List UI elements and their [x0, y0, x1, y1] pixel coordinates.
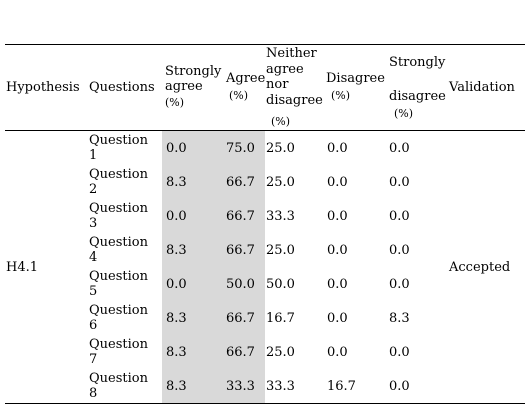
question-label: Question — [89, 269, 148, 284]
question-label: Question — [89, 371, 148, 386]
cell-strongly-disagree: 0.0 — [389, 141, 410, 156]
shaded-column-strongly-agree — [162, 131, 225, 403]
cell-neither: 33.3 — [266, 379, 295, 394]
question-label: Question — [89, 337, 148, 352]
cell-disagree: 0.0 — [327, 311, 348, 326]
header-neither-2: agree — [266, 62, 304, 77]
cell-strongly-agree: 0.0 — [166, 141, 187, 156]
cell-neither: 50.0 — [266, 277, 295, 292]
cell-strongly-agree: 8.3 — [166, 175, 187, 190]
question-label: Question — [89, 133, 148, 148]
question-number: 6 — [89, 318, 98, 333]
validation-cell: Accepted — [449, 260, 511, 275]
question-number: 3 — [89, 216, 98, 231]
header-validation: Validation — [449, 80, 515, 95]
cell-agree: 66.7 — [226, 243, 255, 258]
question-number: 5 — [89, 284, 98, 299]
cell-neither: 25.0 — [266, 141, 295, 156]
header-strongly-disagree-1: Strongly — [389, 55, 446, 70]
top-rule — [5, 44, 525, 45]
cell-agree: 66.7 — [226, 311, 255, 326]
cell-strongly-agree: 0.0 — [166, 277, 187, 292]
cell-neither: 25.0 — [266, 175, 295, 190]
cell-strongly-disagree: 8.3 — [389, 311, 410, 326]
header-disagree-unit: (%) — [331, 89, 351, 102]
cell-strongly-disagree: 0.0 — [389, 345, 410, 360]
header-strongly-disagree-2: disagree — [389, 89, 446, 104]
header-strongly-agree-unit: (%) — [165, 96, 185, 109]
cell-neither: 25.0 — [266, 345, 295, 360]
cell-strongly-disagree: 0.0 — [389, 209, 410, 224]
cell-disagree: 0.0 — [327, 209, 348, 224]
header-hypothesis: Hypothesis — [6, 80, 80, 95]
cell-neither: 33.3 — [266, 209, 295, 224]
cell-agree: 66.7 — [226, 345, 255, 360]
header-questions: Questions — [89, 80, 155, 95]
cell-disagree: 16.7 — [327, 379, 356, 394]
cell-agree: 75.0 — [226, 141, 255, 156]
cell-agree: 50.0 — [226, 277, 255, 292]
header-strongly-agree-2: agree — [165, 79, 203, 94]
cell-strongly-agree: 8.3 — [166, 379, 187, 394]
header-neither-unit: (%) — [271, 115, 291, 128]
cell-disagree: 0.0 — [327, 243, 348, 258]
header-agree-1: Agree — [226, 71, 266, 86]
cell-disagree: 0.0 — [327, 277, 348, 292]
cell-disagree: 0.0 — [327, 175, 348, 190]
question-label: Question — [89, 235, 148, 250]
question-number: 4 — [89, 250, 98, 265]
question-label: Question — [89, 201, 148, 216]
cell-disagree: 0.0 — [327, 141, 348, 156]
cell-agree: 66.7 — [226, 209, 255, 224]
header-neither-1: Neither — [266, 46, 317, 61]
cell-strongly-agree: 8.3 — [166, 243, 187, 258]
question-number: 1 — [89, 148, 98, 163]
header-agree-unit: (%) — [229, 89, 249, 102]
shaded-column-agree — [225, 131, 265, 403]
cell-strongly-disagree: 0.0 — [389, 243, 410, 258]
header-neither-4: disagree — [266, 93, 323, 108]
cell-disagree: 0.0 — [327, 345, 348, 360]
cell-agree: 33.3 — [226, 379, 255, 394]
cell-strongly-agree: 0.0 — [166, 209, 187, 224]
cell-strongly-disagree: 0.0 — [389, 277, 410, 292]
cell-agree: 66.7 — [226, 175, 255, 190]
question-number: 7 — [89, 352, 98, 367]
question-number: 2 — [89, 182, 98, 197]
cell-strongly-disagree: 0.0 — [389, 379, 410, 394]
bottom-rule — [5, 403, 525, 404]
header-neither-3: nor — [266, 77, 289, 92]
header-rule — [5, 130, 525, 131]
hypothesis-cell: H4.1 — [6, 260, 39, 275]
question-label: Question — [89, 167, 148, 182]
cell-strongly-agree: 8.3 — [166, 345, 187, 360]
header-disagree-1: Disagree — [326, 71, 385, 86]
cell-strongly-disagree: 0.0 — [389, 175, 410, 190]
question-number: 8 — [89, 386, 98, 401]
header-strongly-agree-1: Strongly — [165, 64, 222, 79]
cell-neither: 25.0 — [266, 243, 295, 258]
header-strongly-disagree-unit: (%) — [394, 107, 414, 120]
cell-strongly-agree: 8.3 — [166, 311, 187, 326]
cell-neither: 16.7 — [266, 311, 295, 326]
question-label: Question — [89, 303, 148, 318]
